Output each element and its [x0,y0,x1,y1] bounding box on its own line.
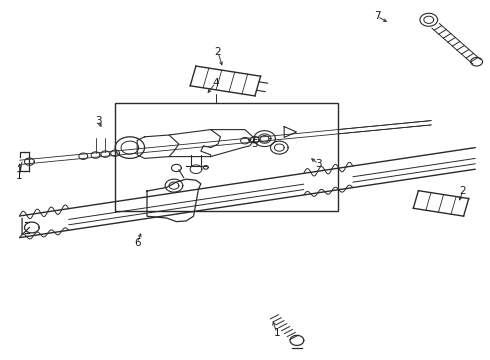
Text: 7: 7 [374,11,381,21]
Text: 4: 4 [212,78,219,88]
Text: 6: 6 [134,238,141,248]
Text: 1: 1 [273,328,280,338]
Text: 3: 3 [315,159,322,169]
Text: 1: 1 [16,171,23,181]
Text: 2: 2 [460,186,466,196]
Text: 3: 3 [95,116,101,126]
Bar [115,103,338,211]
Text: 2: 2 [215,47,221,57]
Text: 5: 5 [251,139,258,149]
